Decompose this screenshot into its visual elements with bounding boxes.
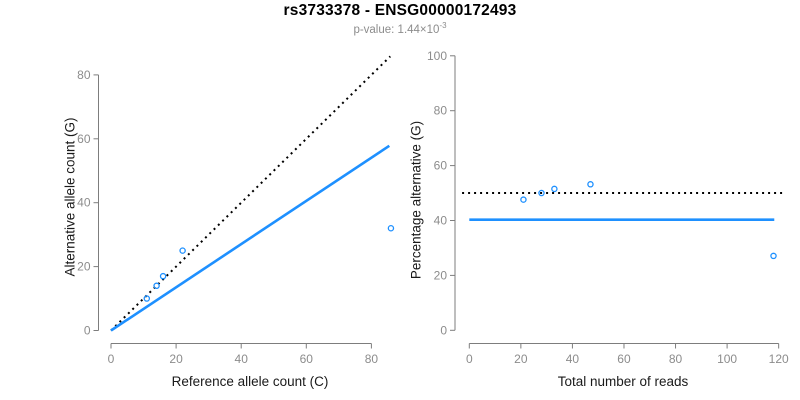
data-point [587,181,594,188]
y-tick-label: 20 [77,260,91,274]
pvalue-subtitle-exponent: -3 [439,21,447,30]
x-tick-label: 80 [365,352,379,366]
y-tick-label: 40 [77,196,91,210]
percentage-vs-reads-plot: 0 20 40 60 80 100 0 20 40 60 80 100 120 [427,49,789,366]
x-tick-label: 20 [514,352,528,366]
identity-line [110,55,391,332]
allele-counts-plot: 0 20 40 60 80 0 20 40 60 80 [77,55,395,366]
y-tick-label: 20 [434,268,448,282]
y-tick-label: 80 [77,68,91,82]
data-point [538,189,545,197]
x-tick-label: 20 [169,352,183,366]
data-point [770,252,777,260]
x-tick-label: 60 [617,352,631,366]
y-tick-label: 80 [434,104,448,118]
page-title: rs3733378 - ENSG00000172493 [283,2,517,19]
y-tick-label: 0 [84,324,91,338]
x-tick-label: 40 [235,352,249,366]
right-plot-xaxis-title: Total number of reads [557,374,689,389]
left-plot-yaxis-title: Alternative allele count (G) [62,117,78,277]
x-tick-label: 40 [566,352,580,366]
fit-line [110,144,391,332]
data-point [551,185,558,193]
pvalue-subtitle-base: p-value: 1.44×10 [353,23,440,36]
y-tick-label: 60 [434,159,448,173]
x-tick-label: 120 [769,352,789,366]
pvalue-subtitle: p-value: 1.44×10-3 [0,21,800,36]
data-point [153,282,160,290]
right-plot-yaxis-title: Percentage alternative (G) [408,120,424,280]
x-tick-label: 0 [108,352,115,366]
data-point [179,247,186,254]
x-tick-label: 80 [669,352,683,366]
left-plot-xaxis-title: Reference allele count (C) [171,374,329,389]
x-tick-label: 100 [717,352,737,366]
data-point [159,272,167,280]
data-point [387,225,395,232]
data-point [520,196,527,203]
data-point [143,295,151,302]
y-tick-label: 0 [440,323,447,337]
y-tick-label: 100 [427,49,447,63]
y-tick-label: 40 [434,214,448,228]
y-tick-label: 60 [77,132,91,146]
x-tick-label: 60 [300,352,314,366]
x-tick-label: 0 [466,352,473,366]
